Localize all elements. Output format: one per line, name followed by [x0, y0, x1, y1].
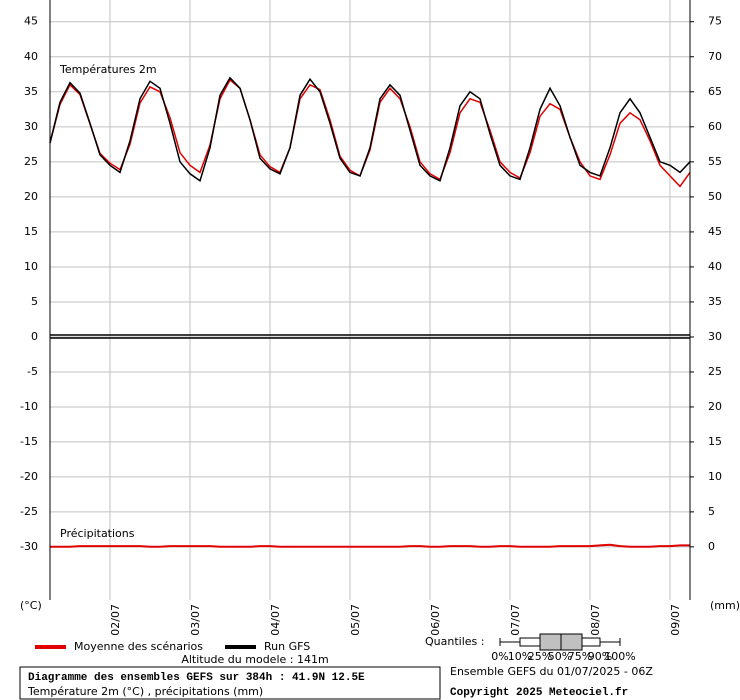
quantile-label: 75% [568, 650, 592, 663]
y-tick-label: 40 [24, 50, 38, 63]
y2-tick-label: 15 [708, 435, 722, 448]
unit-label: (°C) [20, 599, 42, 612]
panel-label: Précipitations [60, 527, 135, 540]
y2-tick-label: 5 [708, 505, 715, 518]
y-tick-label: -15 [20, 435, 38, 448]
y2-tick-label: 75 [708, 15, 722, 28]
y-tick-label: 35 [24, 85, 38, 98]
x-tick-label: 05/07 [349, 604, 362, 636]
x-tick-label: 04/07 [269, 604, 282, 636]
caption-box [19, 666, 441, 700]
y2-tick-label: 60 [708, 120, 722, 133]
x-tick-label: 06/07 [429, 604, 442, 636]
y-tick-label: 5 [31, 295, 38, 308]
x-tick-label: 02/07 [109, 604, 122, 636]
quantile-label: 100% [604, 650, 635, 663]
panel-label: Températures 2m [59, 63, 157, 76]
y-tick-label: -20 [20, 470, 38, 483]
y-tick-label: 20 [24, 190, 38, 203]
quantile-label: 25% [528, 650, 552, 663]
y2-tick-label: 45 [708, 225, 722, 238]
altitude: Altitude du modele : 141m [181, 653, 328, 666]
legend-label: Run GFS [264, 640, 310, 653]
quantile-label: 10% [508, 650, 532, 663]
x-tick-label: 08/07 [589, 604, 602, 636]
quantile-glyph [499, 633, 621, 651]
y-tick-label: 10 [24, 260, 38, 273]
y2-tick-label: 50 [708, 190, 722, 203]
caption-heading: Diagramme des ensembles GEFS sur 384h : … [28, 672, 365, 684]
y-tick-label: 30 [24, 120, 38, 133]
run-info: Ensemble GEFS du 01/07/2025 - 06Z [450, 665, 653, 678]
unit-label: (mm) [710, 599, 740, 612]
legend-label: Moyenne des scénarios [74, 640, 203, 653]
quantile-title: Quantiles : [425, 635, 484, 648]
y-tick-label: -5 [27, 365, 38, 378]
y-tick-label: -10 [20, 400, 38, 413]
quantile-label: 90% [588, 650, 612, 663]
y2-tick-label: 30 [708, 330, 722, 343]
x-tick-label: 03/07 [189, 604, 202, 636]
x-tick-label: 07/07 [509, 604, 522, 636]
y-tick-label: 45 [24, 15, 38, 28]
y2-tick-label: 35 [708, 295, 722, 308]
x-tick-label: 09/07 [669, 604, 682, 636]
copyright: Copyright 2025 Meteociel.fr [450, 687, 628, 699]
series-line [49, 76, 691, 183]
quantile-label: 50% [548, 650, 572, 663]
y2-tick-label: 70 [708, 50, 722, 63]
y2-tick-label: 55 [708, 155, 722, 168]
y2-tick-label: 65 [708, 85, 722, 98]
y-tick-label: 15 [24, 225, 38, 238]
y2-tick-label: 10 [708, 470, 722, 483]
y-tick-label: 0 [31, 330, 38, 343]
y2-tick-label: 0 [708, 540, 715, 553]
y-tick-label: -25 [20, 505, 38, 518]
series-line [50, 543, 690, 548]
plot-area [50, 0, 690, 600]
y-tick-label: 25 [24, 155, 38, 168]
y2-tick-label: 20 [708, 400, 722, 413]
y2-tick-label: 25 [708, 365, 722, 378]
caption-sub: Température 2m (°C) , précipitations (mm… [27, 685, 263, 698]
y-tick-label: -30 [20, 540, 38, 553]
y2-tick-label: 40 [708, 260, 722, 273]
quantile-label: 0% [491, 650, 508, 663]
